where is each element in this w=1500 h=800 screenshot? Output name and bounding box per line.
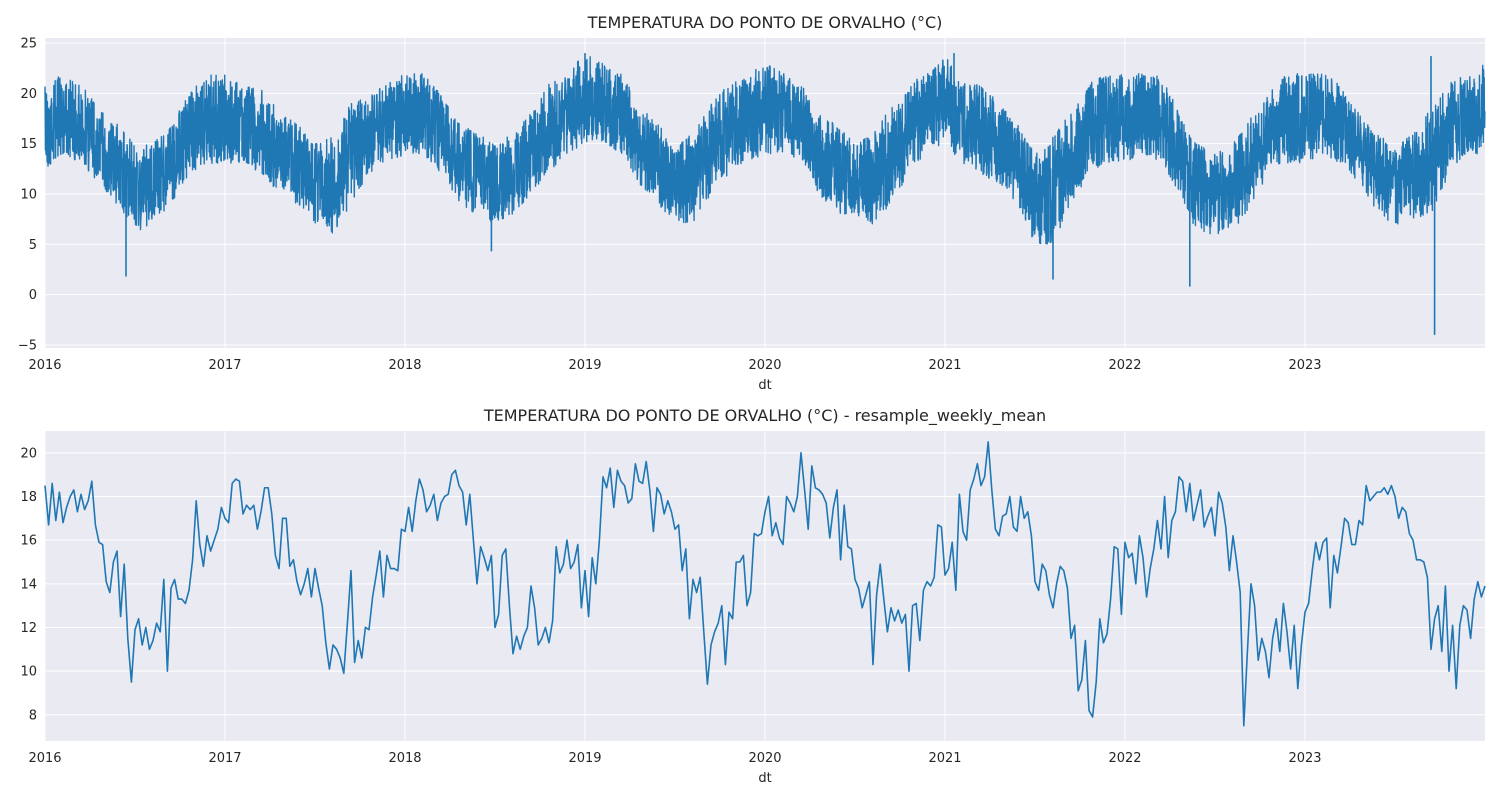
x-axis-label: dt bbox=[758, 378, 771, 393]
x-tick-label: 2018 bbox=[388, 751, 421, 766]
series-weekly bbox=[44, 441, 1486, 727]
chart-title: TEMPERATURA DO PONTO DE ORVALHO (°C) bbox=[587, 13, 943, 32]
y-tick-label: 12 bbox=[20, 621, 37, 636]
grid-lines bbox=[44, 431, 1485, 741]
x-tick-label: 2019 bbox=[568, 358, 601, 373]
chart-panel-weekly: TEMPERATURA DO PONTO DE ORVALHO (°C) - r… bbox=[20, 406, 1486, 786]
x-axis-label: dt bbox=[758, 771, 771, 786]
x-axis-ticks: 2016 2017 2018 2019 2020 2021 2022 2023 bbox=[28, 751, 1321, 766]
y-tick-label: 20 bbox=[20, 87, 37, 102]
x-tick-label: 2023 bbox=[1288, 358, 1321, 373]
y-tick-label: 10 bbox=[20, 188, 37, 203]
series-line bbox=[44, 56, 1486, 245]
y-tick-label: 5 bbox=[29, 238, 37, 253]
y-tick-label: 15 bbox=[20, 137, 37, 152]
chart-panel-hourly: TEMPERATURA DO PONTO DE ORVALHO (°C) −5 0… bbox=[18, 13, 1486, 393]
y-axis-ticks: 8 10 12 14 16 18 20 bbox=[20, 446, 37, 723]
chart-title: TEMPERATURA DO PONTO DE ORVALHO (°C) - r… bbox=[483, 406, 1046, 426]
y-tick-label: 18 bbox=[20, 490, 37, 505]
y-axis-ticks: −5 0 5 10 15 20 25 bbox=[18, 37, 37, 354]
x-tick-label: 2016 bbox=[28, 358, 61, 373]
x-tick-label: 2020 bbox=[748, 358, 781, 373]
x-tick-label: 2021 bbox=[928, 751, 961, 766]
y-tick-label: 16 bbox=[20, 534, 37, 549]
x-tick-label: 2021 bbox=[928, 358, 961, 373]
x-tick-label: 2023 bbox=[1288, 751, 1321, 766]
x-tick-label: 2020 bbox=[748, 751, 781, 766]
y-tick-label: −5 bbox=[18, 338, 37, 353]
series-line bbox=[44, 441, 1486, 727]
y-tick-label: 8 bbox=[29, 708, 37, 723]
x-tick-label: 2017 bbox=[208, 751, 241, 766]
series-hourly bbox=[44, 53, 1486, 335]
x-tick-label: 2018 bbox=[388, 358, 421, 373]
x-tick-label: 2019 bbox=[568, 751, 601, 766]
x-tick-label: 2016 bbox=[28, 751, 61, 766]
y-tick-label: 10 bbox=[20, 665, 37, 680]
y-tick-label: 14 bbox=[20, 577, 37, 592]
x-axis-ticks: 2016 2017 2018 2019 2020 2021 2022 2023 bbox=[28, 358, 1321, 373]
y-tick-label: 25 bbox=[20, 37, 37, 52]
x-tick-label: 2022 bbox=[1108, 358, 1141, 373]
y-tick-label: 0 bbox=[29, 288, 37, 303]
x-tick-label: 2022 bbox=[1108, 751, 1141, 766]
y-tick-label: 20 bbox=[20, 446, 37, 461]
x-tick-label: 2017 bbox=[208, 358, 241, 373]
